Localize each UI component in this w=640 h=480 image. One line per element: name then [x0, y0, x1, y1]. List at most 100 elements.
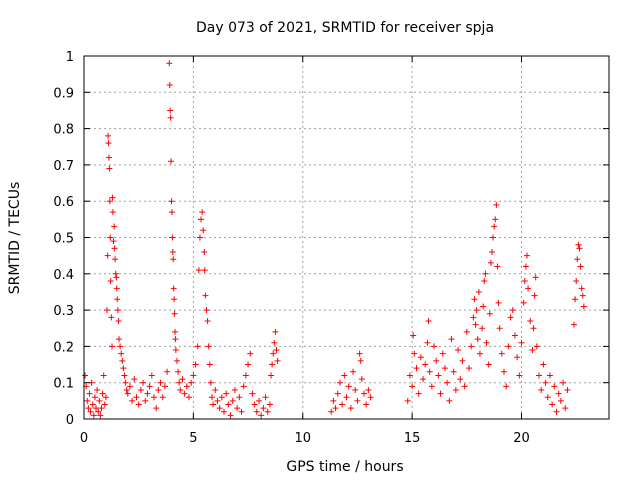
data-point — [546, 372, 553, 379]
data-point — [188, 379, 195, 386]
data-point — [196, 234, 203, 241]
data-point — [106, 198, 113, 205]
data-point — [253, 408, 260, 415]
data-point — [170, 285, 177, 292]
data-point — [183, 383, 190, 390]
data-point — [435, 372, 442, 379]
data-point — [206, 361, 213, 368]
data-point — [202, 292, 209, 299]
data-point — [270, 350, 277, 357]
data-point — [466, 365, 472, 372]
y-tick-label: 0.3 — [53, 304, 74, 319]
data-point — [123, 386, 130, 393]
data-point — [363, 401, 370, 408]
data-point — [227, 412, 234, 419]
data-point — [85, 405, 92, 412]
data-point — [437, 390, 444, 397]
data-point — [112, 270, 119, 277]
data-point — [455, 347, 462, 354]
data-point — [234, 405, 241, 412]
data-point — [357, 357, 364, 364]
data-point — [551, 383, 558, 390]
data-point — [268, 372, 275, 379]
data-point — [109, 194, 116, 201]
data-point — [266, 401, 273, 408]
data-point — [482, 270, 489, 277]
data-point — [240, 383, 247, 390]
data-point — [170, 256, 177, 263]
data-point — [167, 114, 174, 121]
data-point — [564, 386, 571, 393]
data-point — [560, 379, 567, 386]
data-point — [345, 383, 352, 390]
data-point — [242, 372, 249, 379]
data-point — [474, 336, 481, 343]
data-point — [151, 394, 157, 401]
y-tick-label: 0 — [66, 413, 74, 428]
y-tick-label: 0.7 — [53, 159, 74, 174]
data-point — [198, 216, 205, 223]
data-point — [172, 328, 178, 335]
data-point — [354, 397, 361, 404]
data-point — [417, 354, 424, 361]
data-point — [238, 408, 245, 415]
data-point — [450, 368, 457, 375]
data-point — [114, 307, 121, 314]
data-point — [118, 350, 125, 357]
data-point — [89, 401, 96, 408]
data-point — [112, 256, 119, 263]
data-point — [452, 386, 459, 393]
data-point — [212, 386, 219, 393]
data-point — [110, 238, 117, 245]
data-point — [122, 379, 129, 386]
x-tick-label: 15 — [404, 431, 421, 446]
data-point — [105, 154, 112, 161]
y-tick-label: 0.6 — [53, 195, 74, 210]
data-point — [439, 350, 446, 357]
data-point — [142, 397, 149, 404]
data-point — [95, 408, 102, 415]
data-point — [221, 408, 227, 415]
data-point — [106, 165, 113, 172]
data-point — [218, 394, 225, 401]
y-tick-labels: 0 0.1 0.2 0.3 0.4 0.5 0.6 0.7 0.8 0.9 1 — [53, 50, 74, 428]
data-point — [350, 368, 357, 375]
data-point — [113, 274, 120, 281]
y-axis-label: SRMTID / TECUs — [7, 182, 23, 295]
data-point — [166, 60, 173, 67]
data-point — [493, 201, 500, 208]
data-point — [195, 267, 202, 274]
data-point — [531, 292, 538, 299]
data-point — [103, 307, 110, 314]
data-point — [210, 401, 217, 408]
data-point — [367, 394, 374, 401]
data-point — [167, 107, 174, 114]
data-point — [536, 372, 542, 379]
data-point — [530, 325, 537, 332]
grid-lines — [84, 56, 609, 419]
data-point — [415, 390, 422, 397]
data-point — [347, 405, 354, 412]
data-point — [544, 394, 551, 401]
data-point — [533, 343, 540, 350]
data-point — [121, 372, 128, 379]
data-point — [172, 336, 179, 343]
data-point — [461, 383, 468, 390]
data-point — [426, 368, 433, 375]
data-point — [107, 278, 114, 285]
data-point — [473, 307, 480, 314]
data-point — [480, 303, 487, 310]
x-tick-label: 0 — [80, 431, 88, 446]
data-point — [155, 386, 162, 393]
data-point — [574, 256, 581, 263]
data-point — [514, 354, 521, 361]
data-point — [507, 314, 514, 321]
data-point — [171, 310, 178, 317]
data-point — [487, 259, 494, 266]
data-point — [404, 397, 411, 404]
data-point — [274, 357, 281, 364]
data-point — [503, 383, 510, 390]
data-point — [470, 314, 477, 321]
chart-title: Day 073 of 2021, SRMTID for receiver spj… — [196, 20, 494, 36]
data-point — [269, 361, 276, 368]
